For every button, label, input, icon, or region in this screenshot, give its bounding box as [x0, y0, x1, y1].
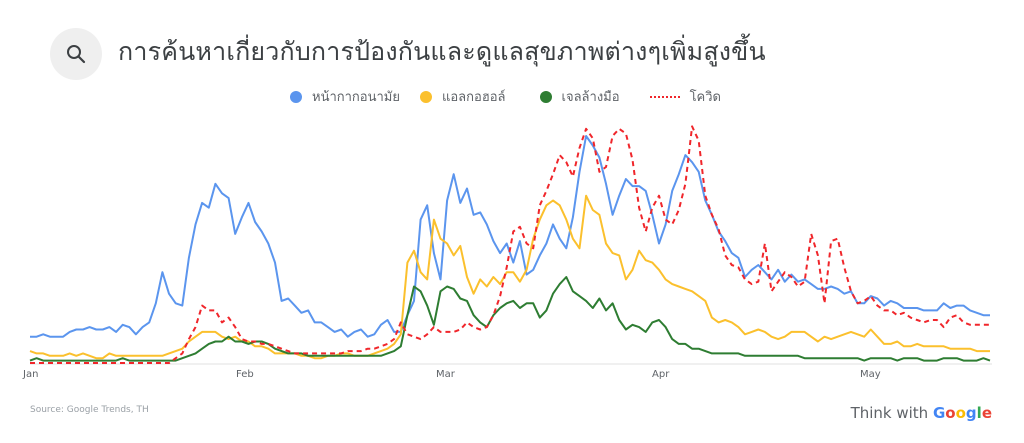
x-tick-jan: Jan	[23, 369, 39, 380]
x-tick-feb: Feb	[236, 369, 254, 380]
think-with-google-logo: Think with Google	[851, 404, 992, 422]
legend-item-hand-gel: เจลล้างมือ	[539, 86, 620, 107]
legend-dot-icon	[290, 90, 302, 103]
brand-prefix: Think with	[850, 404, 929, 422]
series-line-0	[30, 135, 990, 338]
x-tick-mar: Mar	[436, 369, 455, 380]
legend-item-alcohol: แอลกอฮอล์	[419, 86, 506, 107]
chart-title: การค้นหาเกี่ยวกับการป้องกันและดูแลสุขภาพ…	[118, 37, 766, 66]
legend-item-mask: หน้ากากอนามัย	[290, 86, 400, 107]
series-layer	[29, 125, 991, 364]
brand-google: Google	[932, 404, 992, 422]
x-tick-may: May	[860, 369, 881, 380]
legend-label: หน้ากากอนามัย	[312, 90, 400, 105]
legend-label: เจลล้างมือ	[561, 90, 620, 105]
chart-legend: หน้ากากอนามัย แอลกอฮอล์ เจลล้างมือ โควิด	[290, 86, 741, 107]
source-note: Source: Google Trends, TH	[30, 405, 149, 415]
legend-label: แอลกอฮอล์	[441, 90, 506, 105]
search-badge	[50, 28, 102, 80]
series-line-1	[29, 194, 990, 360]
legend-item-covid: โควิด	[649, 86, 721, 107]
legend-dash-icon	[649, 95, 680, 98]
x-tick-apr: Apr	[652, 369, 670, 380]
legend-dot-icon	[539, 90, 552, 103]
series-line-3	[30, 125, 990, 364]
legend-dot-icon	[419, 90, 432, 103]
series-line-2	[29, 276, 991, 362]
search-icon	[67, 45, 86, 64]
legend-label: โควิด	[689, 90, 721, 105]
